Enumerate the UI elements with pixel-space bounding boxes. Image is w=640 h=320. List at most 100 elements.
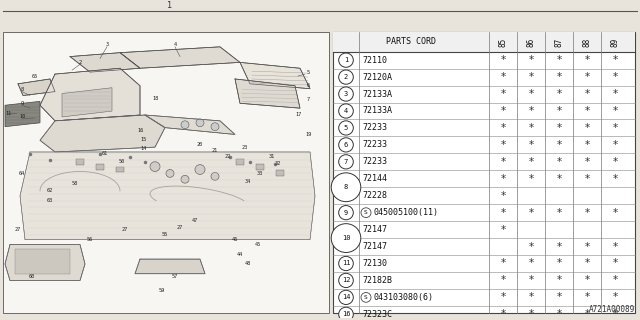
Text: 27: 27: [122, 228, 128, 232]
Text: *: *: [584, 55, 589, 65]
Circle shape: [339, 290, 353, 305]
Text: 85: 85: [499, 37, 508, 47]
Polygon shape: [40, 115, 165, 152]
Circle shape: [339, 70, 353, 84]
Text: *: *: [500, 174, 506, 184]
Text: 15: 15: [140, 137, 146, 142]
Text: *: *: [612, 106, 618, 116]
Text: 16: 16: [137, 128, 143, 133]
Text: *: *: [612, 55, 618, 65]
Text: 89: 89: [611, 37, 620, 47]
Text: 72182B: 72182B: [362, 276, 392, 285]
Text: 9: 9: [344, 210, 348, 216]
Polygon shape: [20, 152, 315, 240]
Polygon shape: [236, 159, 244, 165]
FancyBboxPatch shape: [3, 32, 329, 313]
Text: 31: 31: [269, 154, 275, 159]
Circle shape: [339, 155, 353, 169]
Text: 16: 16: [342, 311, 350, 317]
Circle shape: [150, 162, 160, 172]
Circle shape: [339, 121, 353, 135]
Text: *: *: [612, 157, 618, 167]
Text: 56: 56: [87, 237, 93, 242]
Polygon shape: [120, 47, 240, 68]
Text: *: *: [612, 123, 618, 133]
Polygon shape: [18, 79, 55, 95]
Text: *: *: [556, 55, 561, 65]
Text: 14: 14: [140, 146, 146, 151]
Text: 6: 6: [307, 83, 310, 88]
Text: *: *: [500, 89, 506, 99]
Text: *: *: [584, 309, 589, 319]
Text: 23: 23: [242, 145, 248, 150]
Text: *: *: [612, 72, 618, 82]
Text: S: S: [364, 210, 368, 215]
Text: *: *: [556, 208, 561, 218]
Text: 27: 27: [15, 228, 21, 232]
Circle shape: [339, 138, 353, 152]
Text: 10: 10: [342, 235, 350, 241]
Circle shape: [181, 175, 189, 183]
Text: 8: 8: [344, 184, 348, 190]
Text: 87: 87: [554, 37, 563, 47]
Polygon shape: [276, 171, 284, 176]
Polygon shape: [70, 53, 140, 72]
Text: 72133A: 72133A: [362, 107, 392, 116]
Polygon shape: [76, 159, 84, 165]
Text: *: *: [612, 242, 618, 252]
Text: *: *: [556, 72, 561, 82]
Circle shape: [339, 307, 353, 320]
Text: 2: 2: [79, 60, 81, 65]
Text: 57: 57: [172, 274, 178, 279]
Text: 72233: 72233: [362, 124, 387, 132]
Circle shape: [181, 121, 189, 129]
Text: *: *: [529, 259, 534, 268]
FancyBboxPatch shape: [333, 32, 635, 313]
Circle shape: [361, 292, 371, 302]
Text: *: *: [529, 292, 534, 302]
Text: 72120A: 72120A: [362, 73, 392, 82]
Text: 72144: 72144: [362, 174, 387, 183]
Text: *: *: [529, 72, 534, 82]
Text: 46: 46: [232, 237, 238, 242]
Polygon shape: [256, 164, 264, 170]
Circle shape: [339, 104, 353, 118]
Text: *: *: [500, 208, 506, 218]
Text: *: *: [556, 276, 561, 285]
Text: *: *: [529, 123, 534, 133]
Text: 32: 32: [275, 161, 281, 166]
Text: *: *: [556, 309, 561, 319]
Polygon shape: [5, 244, 85, 281]
Circle shape: [339, 87, 353, 101]
Text: *: *: [500, 157, 506, 167]
Text: *: *: [500, 140, 506, 150]
Text: 5: 5: [307, 70, 310, 75]
Text: 65: 65: [32, 74, 38, 78]
Circle shape: [211, 172, 219, 180]
Text: *: *: [612, 140, 618, 150]
Text: *: *: [529, 242, 534, 252]
Text: *: *: [529, 89, 534, 99]
Text: 59: 59: [159, 288, 165, 293]
Text: 48: 48: [245, 261, 251, 267]
Circle shape: [166, 170, 174, 177]
Text: *: *: [500, 106, 506, 116]
Text: *: *: [556, 140, 561, 150]
Text: *: *: [584, 276, 589, 285]
Text: *: *: [529, 157, 534, 167]
Text: *: *: [556, 157, 561, 167]
Text: PARTS CORD: PARTS CORD: [386, 37, 436, 46]
Polygon shape: [96, 164, 104, 170]
Polygon shape: [40, 68, 140, 121]
Text: *: *: [500, 123, 506, 133]
Text: 14: 14: [342, 294, 350, 300]
Text: *: *: [556, 106, 561, 116]
Text: *: *: [500, 292, 506, 302]
Text: 10: 10: [19, 115, 25, 119]
Text: 61: 61: [102, 151, 108, 156]
Circle shape: [211, 123, 219, 131]
Polygon shape: [145, 115, 235, 134]
Text: 62: 62: [47, 188, 53, 194]
Text: *: *: [612, 276, 618, 285]
Polygon shape: [135, 259, 205, 274]
